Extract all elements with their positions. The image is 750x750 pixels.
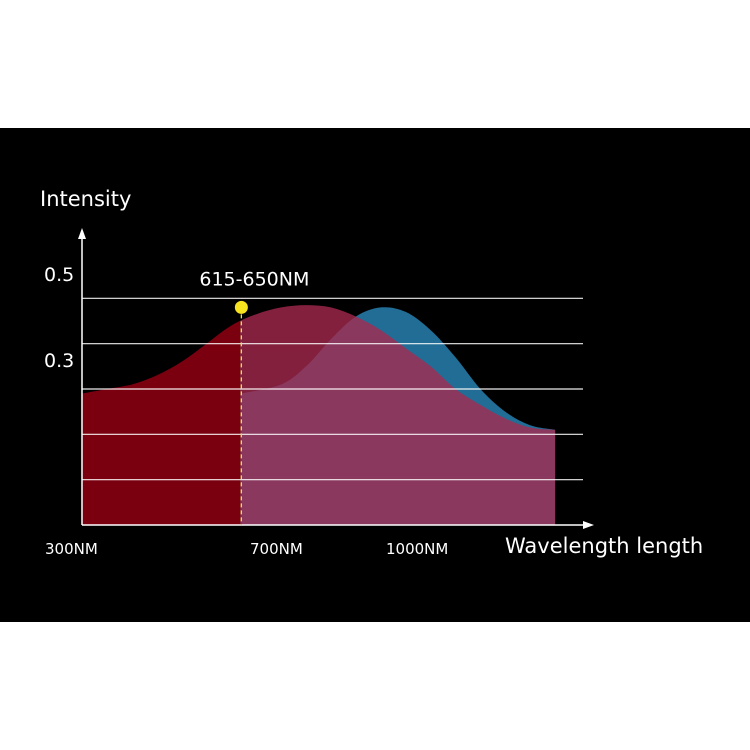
- x-tick-label: 300NM: [45, 540, 98, 558]
- grid-layer: [82, 297, 583, 481]
- area-layer: [82, 305, 556, 525]
- y-axis-arrow: [78, 228, 86, 239]
- x-tick-label: 700NM: [250, 540, 303, 558]
- y-tick-label: 0.3: [44, 350, 74, 372]
- series-area-red-overlay: [240, 305, 556, 525]
- series-area-red: [82, 320, 240, 525]
- annotation-marker: [234, 300, 248, 314]
- x-axis-arrow: [583, 521, 594, 529]
- y-axis-label: Intensity: [40, 187, 131, 211]
- x-tick-label: 1000NM: [386, 540, 448, 558]
- x-axis-label: Wavelength length: [505, 534, 703, 558]
- y-tick-label: 0.5: [44, 264, 74, 286]
- annotation-label: 615-650NM: [199, 268, 309, 290]
